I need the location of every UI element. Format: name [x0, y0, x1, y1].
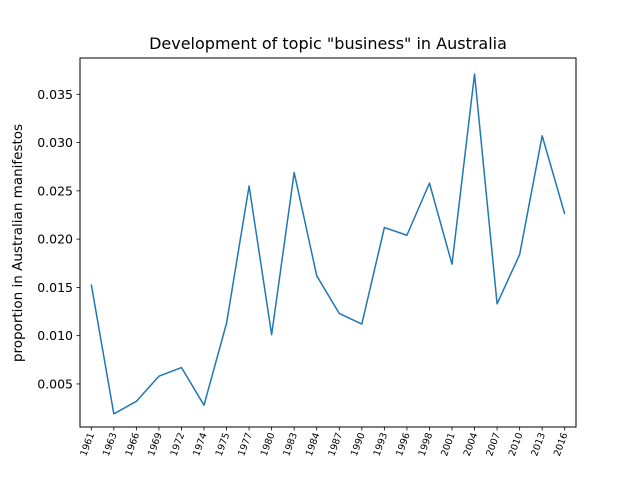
y-tick-label: 0.030 [37, 135, 73, 150]
y-tick-label: 0.020 [37, 232, 73, 247]
axes-frame [79, 57, 577, 428]
y-tick-label: 0.015 [37, 280, 73, 295]
chart-title: Development of topic "business" in Austr… [149, 34, 507, 53]
y-axis-label: proportion in Australian manifestos [10, 124, 26, 362]
y-tick-label: 0.035 [37, 87, 73, 102]
y-tick-label: 0.005 [37, 376, 73, 391]
y-tick-label: 0.010 [37, 328, 73, 343]
y-tick-label: 0.025 [37, 183, 73, 198]
series-line-0 [90, 73, 566, 415]
